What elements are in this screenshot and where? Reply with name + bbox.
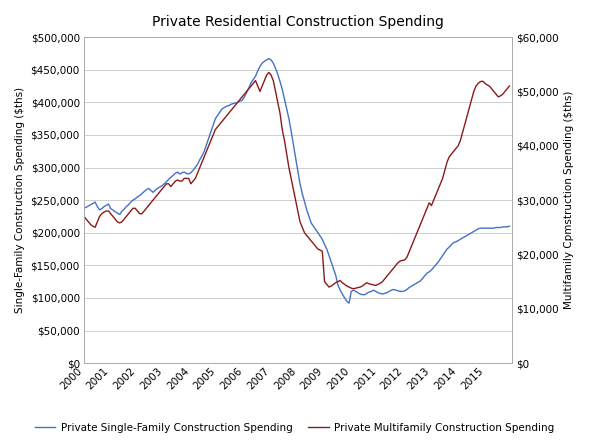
Line: Private Multifamily Construction Spending: Private Multifamily Construction Spendin…	[84, 72, 509, 289]
Private Multifamily Construction Spending	[506, 84, 513, 89]
Legend: Private Single-Family Construction Spending, Private Multifamily Construction Sp: Private Single-Family Construction Spend…	[31, 419, 558, 437]
Private Multifamily Construction Spending	[352, 286, 359, 291]
Private Multifamily Construction Spending	[326, 284, 333, 290]
Private Multifamily Construction Spending	[256, 89, 263, 94]
Private Multifamily Construction Spending	[350, 286, 357, 291]
Private Single-Family Construction Spending	[346, 301, 353, 306]
Private Single-Family Construction Spending	[352, 289, 359, 294]
Line: Private Single-Family Construction Spending: Private Single-Family Construction Spend…	[84, 59, 509, 303]
Title: Private Residential Construction Spending: Private Residential Construction Spendin…	[152, 15, 444, 29]
Private Single-Family Construction Spending	[252, 73, 259, 79]
Private Single-Family Construction Spending	[265, 56, 272, 61]
Private Single-Family Construction Spending	[256, 64, 263, 69]
Y-axis label: Single-Family Construction Spending ($ths): Single-Family Construction Spending ($th…	[15, 87, 25, 313]
Private Multifamily Construction Spending	[81, 214, 88, 219]
Private Single-Family Construction Spending	[326, 253, 333, 258]
Private Single-Family Construction Spending	[506, 224, 513, 229]
Private Single-Family Construction Spending	[132, 196, 139, 202]
Private Multifamily Construction Spending	[252, 78, 259, 83]
Y-axis label: Multifamily Cpmstruction Spending ($ths): Multifamily Cpmstruction Spending ($ths)	[564, 91, 574, 309]
Private Single-Family Construction Spending	[296, 181, 303, 187]
Private Multifamily Construction Spending	[132, 206, 139, 211]
Private Multifamily Construction Spending	[265, 70, 272, 75]
Private Multifamily Construction Spending	[296, 219, 303, 225]
Private Single-Family Construction Spending	[81, 205, 88, 210]
